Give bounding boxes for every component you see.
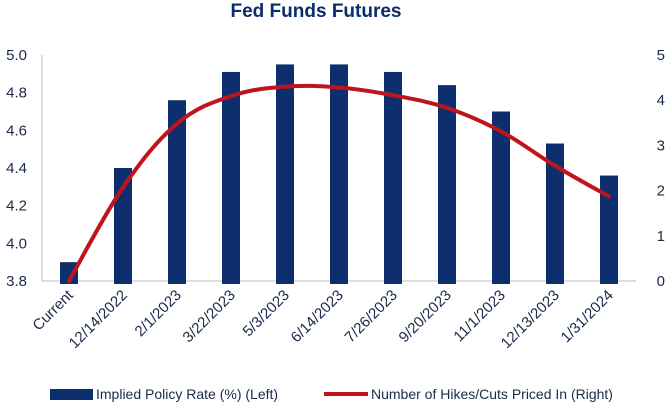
left-tick-label: 4.0 <box>6 235 27 252</box>
chart-title: Fed Funds Futures <box>231 1 402 22</box>
line-series <box>67 83 611 283</box>
left-axis-ticks: 3.8 4.0 4.2 4.4 4.6 4.8 5.0 <box>6 47 27 290</box>
x-tick-label: 5/3/2023 <box>240 287 293 340</box>
right-axis-ticks: 0 1 2 3 4 5 <box>657 47 665 290</box>
x-tick-label: 7/26/2023 <box>342 287 401 346</box>
legend-label-bar: Implied Policy Rate (%) (Left) <box>96 386 278 402</box>
left-tick-label: 4.8 <box>6 85 27 102</box>
legend-label-line: Number of Hikes/Cuts Priced In (Right) <box>371 386 613 402</box>
bar <box>546 143 564 284</box>
left-tick-label: 4.6 <box>6 122 27 139</box>
series-line <box>67 83 611 283</box>
x-tick-label: 9/20/2023 <box>396 287 455 346</box>
x-tick-label: 6/14/2023 <box>288 287 347 346</box>
bar <box>60 262 78 284</box>
left-tick-label: 4.4 <box>6 160 27 177</box>
bar <box>222 71 240 284</box>
right-tick-label: 0 <box>657 273 665 290</box>
bar <box>600 175 618 284</box>
right-tick-label: 3 <box>657 137 665 154</box>
x-tick-label: 12/14/2022 <box>66 287 131 352</box>
right-tick-label: 1 <box>657 228 665 245</box>
left-tick-label: 3.8 <box>6 273 27 290</box>
legend: Implied Policy Rate (%) (Left) Number of… <box>50 386 613 402</box>
x-tick-label: Current <box>29 286 77 334</box>
bar <box>384 71 402 284</box>
legend-swatch-bar <box>50 389 93 400</box>
left-tick-label: 4.2 <box>6 198 27 215</box>
bar <box>168 100 186 284</box>
right-tick-label: 2 <box>657 183 665 200</box>
bar <box>276 64 294 285</box>
left-tick-label: 5.0 <box>6 47 27 64</box>
x-tick-label: 2/1/2023 <box>132 287 185 340</box>
bar <box>438 85 456 284</box>
x-tick-label: 12/13/2023 <box>498 287 563 352</box>
x-tick-label: 3/22/2023 <box>180 287 239 346</box>
right-tick-label: 4 <box>657 92 665 109</box>
x-tick-label: 1/31/2024 <box>558 287 617 346</box>
bar-series <box>60 64 618 285</box>
bar <box>492 111 510 284</box>
bar <box>330 64 348 285</box>
right-tick-label: 5 <box>657 47 665 64</box>
